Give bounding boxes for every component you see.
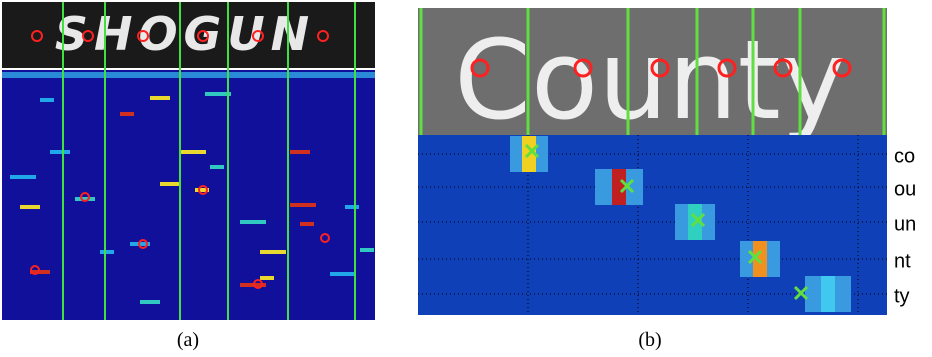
heat-cell [290,203,316,207]
row-label: ty [894,285,910,307]
heat-cell [260,250,286,254]
row-label: nt [894,250,911,272]
heat-cell [240,220,266,224]
heat-cell [260,276,274,280]
word-text: SHOGUN [55,7,315,61]
heatmap [2,70,375,320]
heat-cell [290,150,310,154]
row-label: co [894,145,915,167]
heat-cell [10,175,36,179]
panel-b: County (b) [418,8,887,351]
page: {"panels": [ {"image_text": "SHOGUN", "c… [0,0,932,357]
panel-a: SHOGUN (a) [2,2,375,351]
figure: SHOGUN (a) County (b) co ou un nt ty [0,0,932,357]
heat-cell [360,248,374,252]
row-label: ou [894,178,916,200]
heat-cell [210,165,224,169]
row-label: un [894,213,916,235]
heat-cell [150,96,170,100]
caption: (a) [177,329,199,351]
word-text: County [454,16,846,144]
heatmap-band [2,72,375,78]
heat-cell [50,150,70,154]
caption: (b) [638,329,661,351]
heat-cell [180,150,206,154]
heat-core [821,276,835,312]
heat-cell [300,222,314,226]
heat-cell [330,272,356,276]
heat-cell [140,300,160,304]
heat-cell [345,205,359,209]
heat-cell [40,98,54,102]
heat-cell [100,250,114,254]
heat-cell [20,205,40,209]
heat-cell [120,112,134,116]
heat-cell [160,182,180,186]
